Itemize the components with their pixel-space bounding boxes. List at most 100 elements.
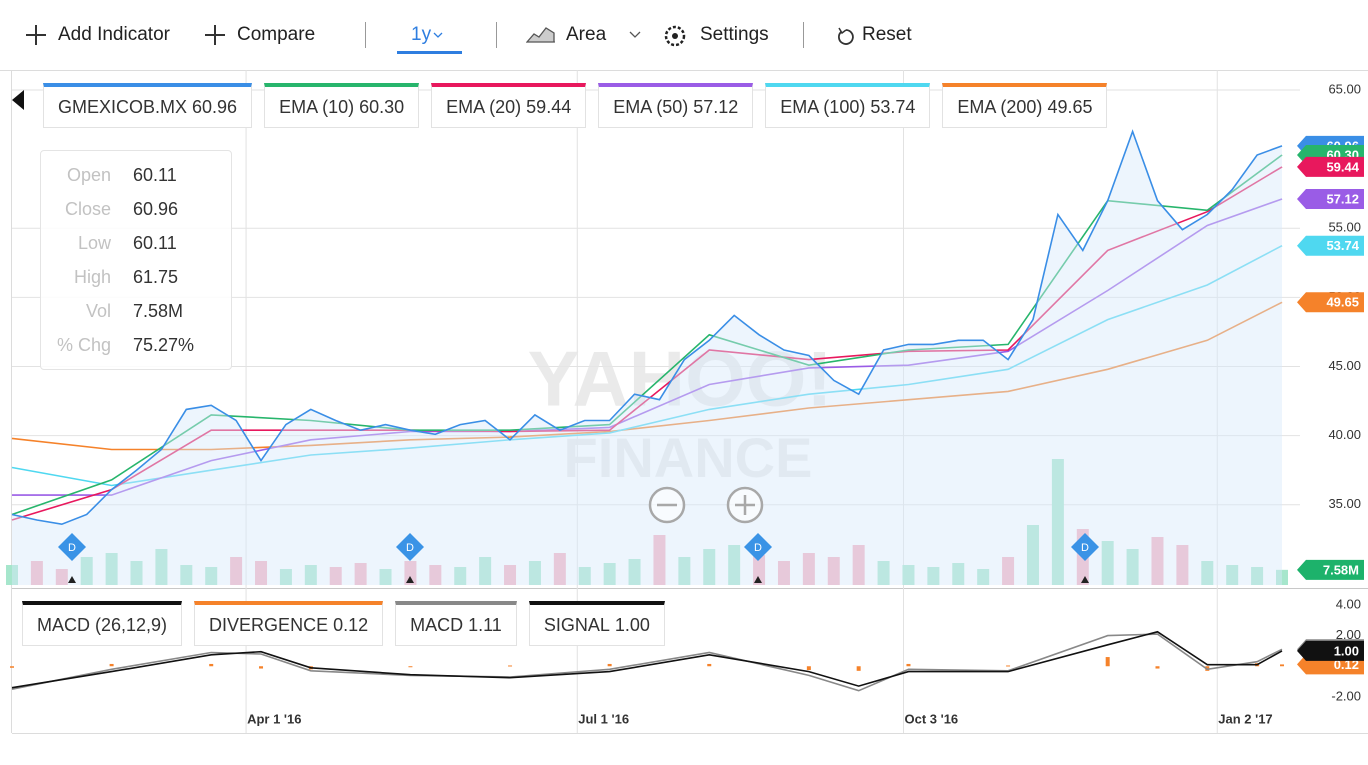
value-badge: [1297, 559, 1364, 580]
volume-bar: [1002, 557, 1015, 585]
watermark-text: FINANCE: [564, 426, 813, 489]
line: [11, 301, 1283, 451]
dividend-tick: [406, 576, 414, 583]
zoom-controls[interactable]: [648, 486, 764, 524]
value-badge: [1297, 188, 1364, 209]
volume-bar: [205, 567, 218, 585]
dividend-marker[interactable]: [396, 533, 424, 561]
range-selector[interactable]: 1y: [411, 24, 432, 45]
line: [11, 630, 1283, 689]
dividend-marker[interactable]: [58, 533, 86, 561]
ohlc-row: Low 60.11: [41, 226, 231, 260]
divergence-bar: [607, 663, 612, 667]
volume-bar: [678, 557, 691, 585]
volume-bar: [1026, 525, 1039, 585]
ohlc-label: Low: [77, 233, 111, 253]
legend-value: 60.30: [359, 97, 405, 117]
volume-bar: [180, 565, 193, 585]
dividend-label: D: [1081, 542, 1089, 554]
volume-bar: [279, 569, 292, 585]
legend-entry[interactable]: GMEXICOB.MX 60.96: [43, 83, 253, 128]
divergence-bar: [1155, 666, 1160, 669]
legend-entry[interactable]: EMA (20) 59.44: [431, 83, 587, 128]
legend-entry[interactable]: EMA (10) 60.30: [264, 83, 420, 128]
value-badge-label: 59.44: [1326, 159, 1359, 174]
value-badge-label: 49.65: [1326, 295, 1359, 310]
volume-bar: [155, 549, 168, 585]
volume-bar: [952, 563, 965, 585]
separator: [365, 22, 366, 48]
plus-icon: [205, 25, 225, 45]
legend-value: 49.65: [1047, 97, 1093, 117]
marks: [6, 129, 1288, 692]
legend-value: 60.96: [192, 97, 238, 117]
legend-name: EMA (10): [279, 97, 355, 117]
caret: [629, 31, 641, 38]
volume-bar: [1176, 545, 1189, 585]
volume-bar: [1101, 541, 1114, 585]
volume-bar: [354, 563, 367, 585]
divergence-bar: [408, 666, 413, 668]
volume-bar: [628, 559, 641, 585]
legend-entry[interactable]: MACD 1.11: [395, 601, 517, 646]
ohlc-label: Vol: [85, 301, 111, 321]
ohlc-value: 75.27%: [133, 335, 195, 355]
value-badge-label: 57.12: [1326, 191, 1359, 206]
settings[interactable]: Settings: [700, 24, 769, 45]
volume-bar: [603, 563, 616, 585]
dividend-markers: D D D D: [58, 533, 1099, 583]
compare[interactable]: Compare: [237, 24, 316, 45]
collapse-legend[interactable]: [12, 90, 24, 110]
value-badge-label: 53.74: [1326, 238, 1359, 253]
y-tick-label: 55.00: [1328, 220, 1361, 235]
volume-bar: [255, 561, 268, 585]
volume-bar: [703, 549, 716, 585]
legend-value: 1.11: [468, 615, 502, 635]
volume-bar: [777, 561, 790, 585]
volume-bar: [1201, 561, 1214, 585]
volume-bar: [1051, 459, 1064, 585]
legend-value: 57.12: [693, 97, 739, 117]
dividend-marker[interactable]: [744, 533, 772, 561]
volume-bar: [230, 557, 243, 585]
volume-bar: [1251, 567, 1264, 585]
value-badge: [1297, 640, 1364, 661]
legend-entry[interactable]: EMA (50) 57.12: [598, 83, 754, 128]
legend-name: MACD: [410, 615, 464, 635]
area-icon: [526, 27, 555, 43]
volume-bar: [728, 545, 741, 585]
reset[interactable]: Reset: [862, 24, 912, 45]
gear-icon: [664, 25, 686, 47]
divergence-bar: [109, 663, 114, 667]
volume-bar: [753, 555, 766, 585]
volume-bar: [404, 561, 417, 585]
ohlc-label: High: [73, 267, 111, 287]
volume-bar: [1226, 565, 1239, 585]
line: [11, 166, 1283, 521]
separator: [803, 22, 804, 48]
add-indicator[interactable]: Add Indicator: [58, 24, 170, 45]
legend-name: EMA (200): [957, 97, 1043, 117]
legend-entry[interactable]: EMA (100) 53.74: [765, 83, 931, 128]
dividend-marker[interactable]: [1071, 533, 1099, 561]
legend-name: SIGNAL: [543, 615, 610, 635]
divergence-bar: [906, 663, 911, 667]
volume-bar: [827, 557, 840, 585]
volume-bar: [379, 569, 392, 585]
y-tick-label: 2.00: [1336, 627, 1361, 642]
volume-bar: [902, 565, 915, 585]
legend-entry[interactable]: DIVERGENCE 0.12: [194, 601, 384, 646]
x-tick-label: Jan 2 '17: [1218, 711, 1272, 726]
area: [12, 131, 1282, 585]
legend-entry[interactable]: EMA (200) 49.65: [942, 83, 1108, 128]
dividend-label: D: [68, 542, 76, 554]
volume-bar: [329, 567, 342, 585]
dividend-tick: [754, 576, 762, 583]
ohlc-value: 7.58M: [133, 301, 184, 321]
value-badge-label: 7.58M: [1323, 562, 1359, 577]
chart-type[interactable]: Area: [566, 24, 607, 45]
volume-bar: [1276, 569, 1288, 585]
legend-entry[interactable]: SIGNAL 1.00: [528, 601, 665, 646]
